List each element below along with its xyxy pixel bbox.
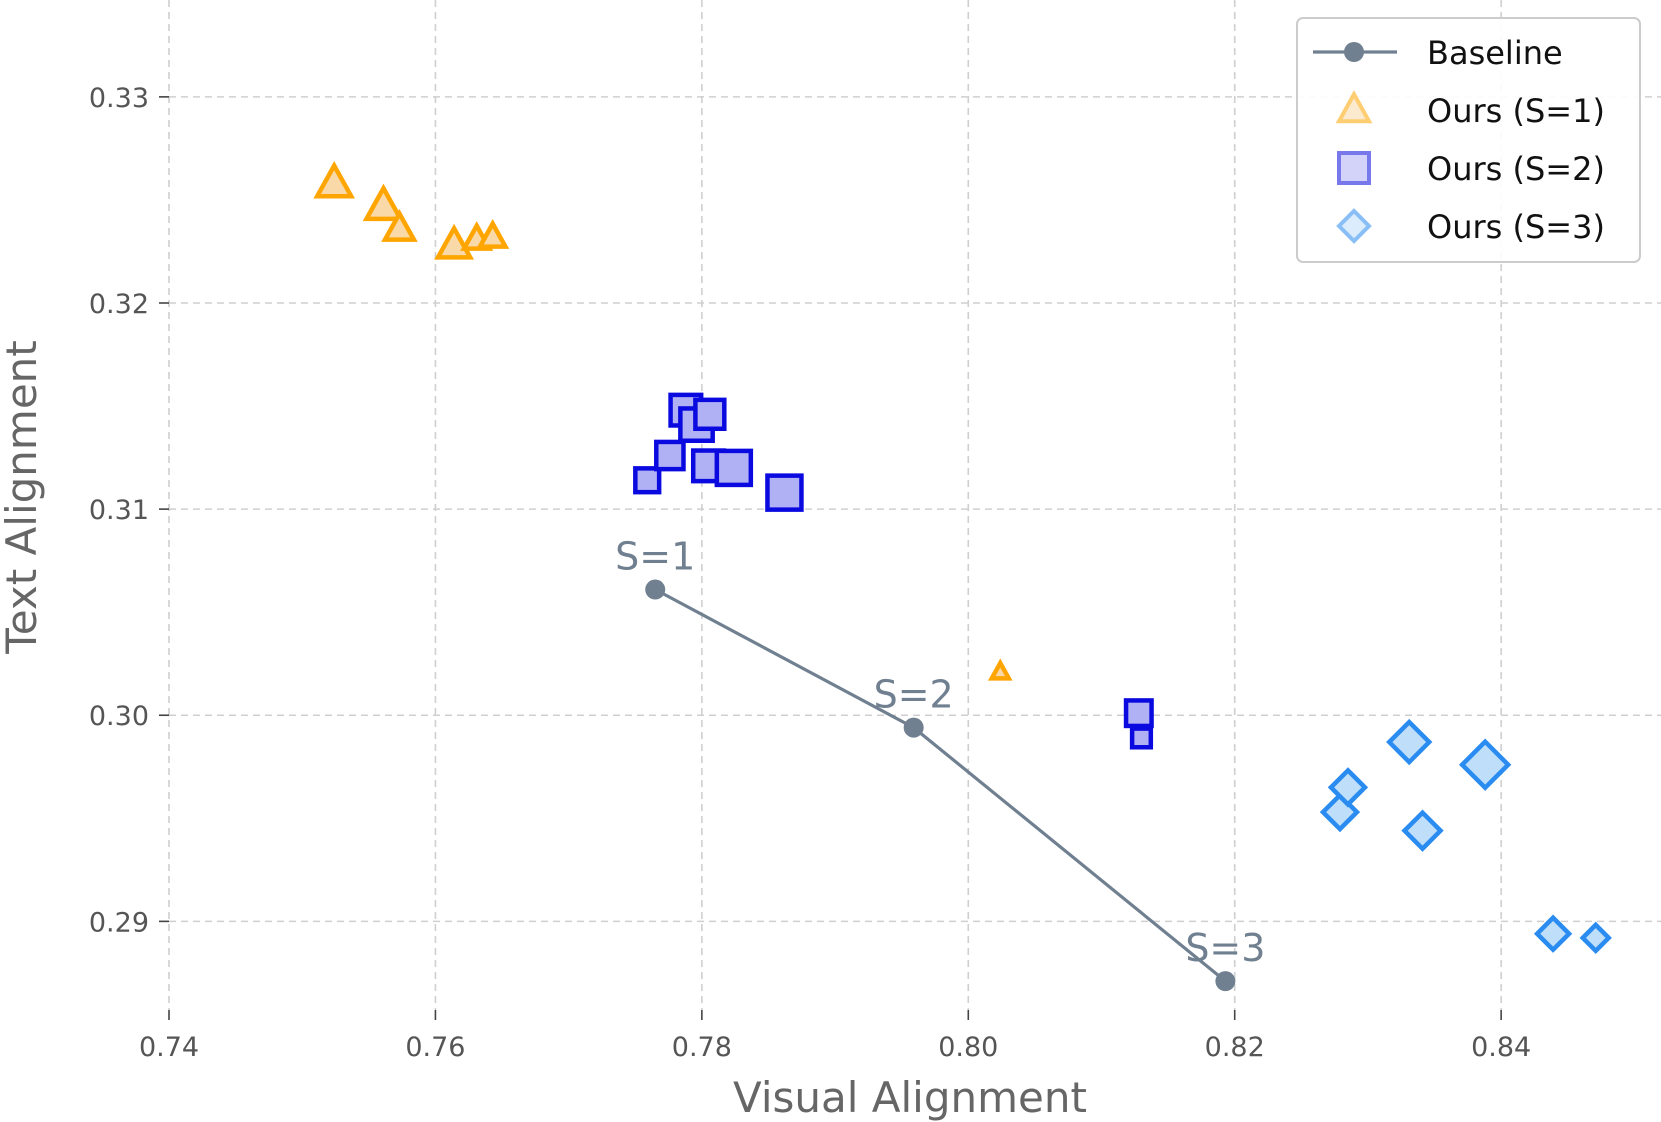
legend-diamond-marker bbox=[1336, 208, 1372, 244]
axes: 0.74 0.76 0.78 0.80 0.82 0.84 0.29 0.30 0.31 0.32… bbox=[89, 83, 1531, 1063]
triangle-marker bbox=[313, 160, 356, 199]
baseline-point-label: S=1 bbox=[615, 535, 695, 579]
square-marker bbox=[714, 448, 754, 488]
baseline-point-label: S=2 bbox=[874, 673, 954, 717]
legend-label: Baseline bbox=[1427, 34, 1563, 72]
x-tick-label: 0.74 bbox=[139, 1032, 199, 1063]
legend-triangle-marker bbox=[1335, 90, 1373, 124]
diamond-marker bbox=[1386, 718, 1433, 766]
legend-box bbox=[1296, 17, 1641, 263]
x-axis-title: Visual Alignment bbox=[733, 1073, 1087, 1122]
y-tick-label: 0.32 bbox=[89, 289, 149, 320]
square-marker bbox=[1129, 726, 1154, 750]
triangle-marker bbox=[476, 219, 510, 249]
y-tick-label: 0.31 bbox=[89, 495, 149, 526]
diamond-marker bbox=[1327, 767, 1369, 808]
square-marker bbox=[765, 473, 804, 512]
diamond-marker bbox=[1401, 809, 1444, 852]
diamond-marker bbox=[1533, 914, 1573, 953]
baseline-point bbox=[903, 717, 924, 738]
triangle-marker bbox=[381, 208, 418, 242]
legend: Baseline Ours (S=1) Ours (S=2) Ours (S=3) bbox=[1296, 17, 1641, 263]
x-tick-label: 0.76 bbox=[405, 1032, 465, 1063]
baseline-line bbox=[654, 588, 1227, 983]
baseline-point-label: S=3 bbox=[1185, 926, 1265, 970]
y-tick-label: 0.29 bbox=[89, 907, 149, 938]
marker-layer bbox=[313, 160, 1612, 955]
x-tick-label: 0.84 bbox=[1471, 1032, 1531, 1063]
legend-label: Ours (S=3) bbox=[1427, 208, 1605, 246]
y-axis-title: Text Alignment bbox=[0, 340, 46, 654]
baseline-point bbox=[1215, 971, 1236, 992]
baseline-series: S=1 S=2 S=3 bbox=[615, 535, 1265, 992]
triangle-marker bbox=[362, 183, 405, 222]
baseline-point bbox=[645, 579, 666, 600]
square-marker bbox=[1123, 698, 1154, 729]
x-tick-label: 0.78 bbox=[672, 1032, 732, 1063]
square-marker bbox=[633, 466, 662, 495]
y-tick-label: 0.30 bbox=[89, 701, 149, 732]
legend-label: Ours (S=1) bbox=[1427, 92, 1605, 130]
legend-baseline-marker bbox=[1344, 42, 1364, 62]
legend-square-marker bbox=[1337, 151, 1371, 185]
square-marker bbox=[654, 439, 686, 472]
diamond-marker bbox=[1579, 921, 1612, 955]
legend-label: Ours (S=2) bbox=[1427, 150, 1605, 188]
y-tick-label: 0.33 bbox=[89, 83, 149, 114]
x-tick-label: 0.82 bbox=[1205, 1032, 1265, 1063]
square-marker bbox=[693, 397, 727, 432]
triangle-marker bbox=[987, 658, 1013, 681]
diamond-marker bbox=[1458, 738, 1512, 791]
x-tick-label: 0.80 bbox=[938, 1032, 998, 1063]
